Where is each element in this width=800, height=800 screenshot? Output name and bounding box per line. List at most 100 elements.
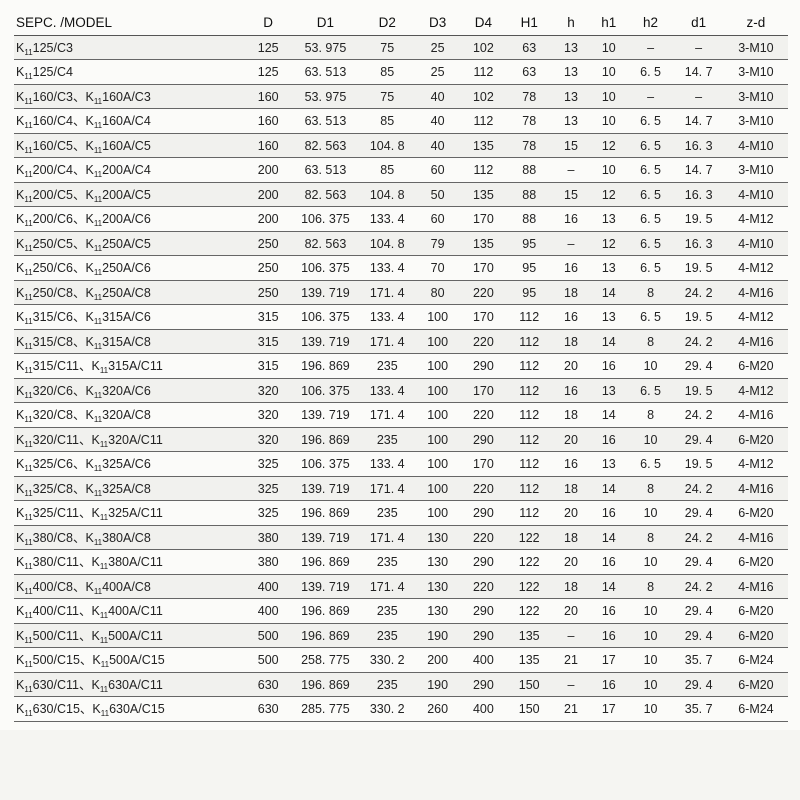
cell-d1: 29. 4 <box>673 354 723 379</box>
col-zd: z-d <box>724 10 788 35</box>
cell-d1: 24. 2 <box>673 525 723 550</box>
cell-h: – <box>552 231 590 256</box>
cell-model: K11160/C4、K11160A/C4 <box>14 109 245 134</box>
cell-h: 18 <box>552 329 590 354</box>
cell-h2: 8 <box>628 280 674 305</box>
cell-model: K11630/C11、K11630A/C11 <box>14 672 245 697</box>
cell-zd: 3-M10 <box>724 109 788 134</box>
cell-model: K11380/C11、K11380A/C11 <box>14 550 245 575</box>
col-D1: D1 <box>291 10 360 35</box>
cell-D: 250 <box>245 231 291 256</box>
cell-zd: 4-M16 <box>724 574 788 599</box>
cell-H1: 63 <box>506 60 552 85</box>
cell-D1: 82. 563 <box>291 231 360 256</box>
table-row: K11320/C11、K11320A/C11320196. 8692351002… <box>14 427 788 452</box>
cell-model: K11200/C6、K11200A/C6 <box>14 207 245 232</box>
cell-D3: 130 <box>415 574 461 599</box>
cell-zd: 4-M16 <box>724 476 788 501</box>
cell-model: K11320/C6、K11320A/C6 <box>14 378 245 403</box>
cell-D: 325 <box>245 476 291 501</box>
cell-D: 380 <box>245 525 291 550</box>
cell-zd: 4-M10 <box>724 182 788 207</box>
cell-model: K11250/C6、K11250A/C6 <box>14 256 245 281</box>
cell-D1: 63. 513 <box>291 109 360 134</box>
cell-h2: 10 <box>628 672 674 697</box>
cell-h1: 14 <box>590 403 628 428</box>
cell-D1: 106. 375 <box>291 452 360 477</box>
cell-D: 160 <box>245 109 291 134</box>
table-body: K11125/C312553. 9757525102631310––3-M10K… <box>14 35 788 721</box>
cell-D3: 25 <box>415 60 461 85</box>
cell-h1: 13 <box>590 378 628 403</box>
cell-h: 13 <box>552 35 590 60</box>
cell-h1: 12 <box>590 133 628 158</box>
cell-D: 325 <box>245 452 291 477</box>
cell-D1: 196. 869 <box>291 427 360 452</box>
cell-D3: 100 <box>415 354 461 379</box>
cell-h2: 10 <box>628 427 674 452</box>
cell-H1: 112 <box>506 354 552 379</box>
cell-h1: 13 <box>590 207 628 232</box>
spec-sheet: SEPC. /MODELDD1D2D3D4H1hh1h2d1z-d K11125… <box>0 0 800 730</box>
cell-D2: 104. 8 <box>360 231 415 256</box>
table-row: K11500/C11、K11500A/C11500196. 8692351902… <box>14 623 788 648</box>
cell-D: 125 <box>245 60 291 85</box>
cell-d1: – <box>673 84 723 109</box>
cell-zd: 4-M10 <box>724 133 788 158</box>
cell-D2: 235 <box>360 550 415 575</box>
cell-D1: 196. 869 <box>291 354 360 379</box>
table-row: K11160/C3、K11160A/C316053. 9757540102781… <box>14 84 788 109</box>
table-row: K11160/C4、K11160A/C416063. 5138540112781… <box>14 109 788 134</box>
cell-D1: 196. 869 <box>291 501 360 526</box>
col-H1: H1 <box>506 10 552 35</box>
cell-D: 250 <box>245 256 291 281</box>
cell-H1: 88 <box>506 182 552 207</box>
table-row: K11325/C8、K11325A/C8325139. 719171. 4100… <box>14 476 788 501</box>
cell-D4: 112 <box>461 60 507 85</box>
cell-D3: 130 <box>415 550 461 575</box>
cell-d1: 24. 2 <box>673 476 723 501</box>
cell-H1: 135 <box>506 648 552 673</box>
cell-D3: 70 <box>415 256 461 281</box>
cell-d1: 14. 7 <box>673 158 723 183</box>
cell-D1: 139. 719 <box>291 476 360 501</box>
cell-zd: 6-M24 <box>724 697 788 722</box>
cell-h2: 6. 5 <box>628 305 674 330</box>
table-row: K11325/C11、K11325A/C11325196. 8692351002… <box>14 501 788 526</box>
cell-D: 160 <box>245 133 291 158</box>
cell-H1: 122 <box>506 525 552 550</box>
cell-D: 630 <box>245 697 291 722</box>
table-row: K11250/C5、K11250A/C525082. 563104. 87913… <box>14 231 788 256</box>
cell-D1: 196. 869 <box>291 599 360 624</box>
cell-H1: 112 <box>506 476 552 501</box>
cell-model: K11500/C11、K11500A/C11 <box>14 623 245 648</box>
table-row: K11125/C412563. 51385251126313106. 514. … <box>14 60 788 85</box>
cell-D2: 85 <box>360 60 415 85</box>
cell-D1: 139. 719 <box>291 329 360 354</box>
cell-model: K11160/C5、K11160A/C5 <box>14 133 245 158</box>
cell-d1: 29. 4 <box>673 623 723 648</box>
cell-h: 13 <box>552 60 590 85</box>
cell-h1: 13 <box>590 305 628 330</box>
cell-h: 20 <box>552 427 590 452</box>
cell-h2: 6. 5 <box>628 378 674 403</box>
cell-H1: 88 <box>506 207 552 232</box>
table-row: K11400/C8、K11400A/C8400139. 719171. 4130… <box>14 574 788 599</box>
cell-h1: 12 <box>590 231 628 256</box>
cell-D4: 290 <box>461 550 507 575</box>
cell-h1: 16 <box>590 354 628 379</box>
cell-D1: 196. 869 <box>291 672 360 697</box>
col-h2: h2 <box>628 10 674 35</box>
cell-h2: 6. 5 <box>628 158 674 183</box>
table-row: K11315/C11、K11315A/C11315196. 8692351002… <box>14 354 788 379</box>
cell-h1: 16 <box>590 623 628 648</box>
cell-D4: 170 <box>461 256 507 281</box>
cell-model: K11320/C11、K11320A/C11 <box>14 427 245 452</box>
cell-D: 160 <box>245 84 291 109</box>
cell-D: 325 <box>245 501 291 526</box>
cell-h: 20 <box>552 354 590 379</box>
cell-D1: 139. 719 <box>291 280 360 305</box>
cell-h2: – <box>628 35 674 60</box>
cell-zd: 4-M16 <box>724 403 788 428</box>
cell-zd: 4-M16 <box>724 525 788 550</box>
